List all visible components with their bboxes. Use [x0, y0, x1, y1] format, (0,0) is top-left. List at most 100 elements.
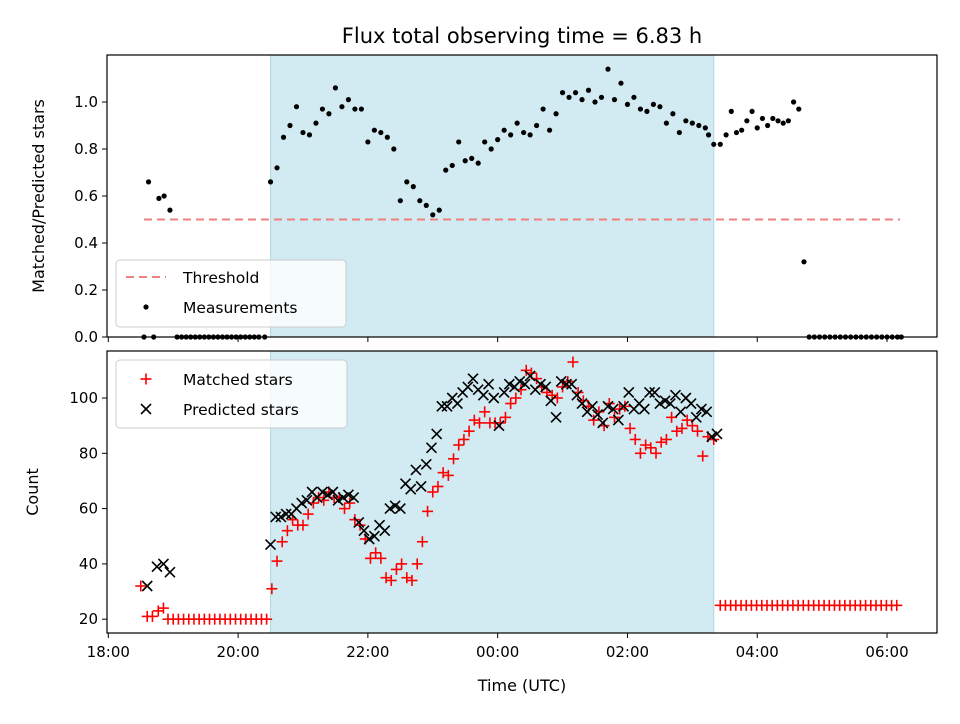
- matched-point: [619, 400, 631, 412]
- top-ytick-label: 1.0: [74, 93, 98, 111]
- measurement-point: [566, 94, 572, 100]
- legend-measurement-swatch: [143, 304, 149, 310]
- bottom-ytick-label: 60: [79, 500, 98, 518]
- predicted-point: [337, 491, 349, 504]
- matched-point: [427, 486, 439, 498]
- top-ytick-label: 0.0: [74, 328, 98, 346]
- bottom-legend: Matched stars Predicted stars: [115, 359, 348, 429]
- bottom-series-1: [141, 370, 723, 592]
- measurement-point: [605, 66, 611, 72]
- measurement-point: [423, 202, 429, 208]
- legend-predicted-label: Predicted stars: [183, 401, 299, 419]
- predicted-point: [695, 403, 707, 415]
- matched-point: [422, 505, 434, 517]
- predicted-point: [592, 409, 604, 421]
- flux-ratio-panel: 0.0 0.2 0.4 0.6 0.8 1.0 Matched/Predicted star…: [29, 54, 938, 346]
- matched-point: [135, 580, 147, 592]
- legend-measurement-label: Measurements: [183, 299, 298, 317]
- top-ytick-label: 0.2: [74, 281, 98, 299]
- predicted-point: [322, 489, 334, 501]
- bottom-axes-frame: [106, 350, 938, 634]
- measurement-point: [145, 179, 152, 185]
- predicted-point: [503, 378, 515, 390]
- matched-point: [650, 447, 662, 459]
- matched-point: [380, 572, 392, 584]
- measurement-point: [384, 134, 390, 140]
- predicted-point: [451, 397, 463, 410]
- legend-matched-swatch: [140, 373, 152, 385]
- matched-point: [655, 436, 667, 448]
- measurement-point: [785, 118, 791, 124]
- measurement-point: [410, 184, 416, 190]
- matched-point: [146, 610, 158, 622]
- predicted-point: [394, 503, 406, 515]
- measurement-point: [332, 85, 339, 91]
- measurement-point: [293, 104, 300, 110]
- measurement-point: [711, 141, 717, 147]
- measurement-point: [780, 120, 786, 126]
- measurement-point: [378, 129, 384, 136]
- predicted-point: [436, 400, 448, 412]
- measurement-point: [744, 118, 750, 124]
- predicted-point: [389, 500, 401, 512]
- measurement-point: [770, 115, 776, 122]
- measurement-point: [749, 108, 755, 114]
- measurement-point: [475, 160, 481, 166]
- predicted-point: [431, 428, 443, 440]
- predicted-point: [441, 400, 453, 412]
- predicted-point: [420, 458, 432, 470]
- measurement-point: [676, 129, 682, 136]
- predicted-point: [477, 389, 489, 401]
- measurement-point: [540, 106, 546, 112]
- matched-point: [697, 450, 709, 462]
- measurement-point: [611, 97, 618, 103]
- predicted-point: [327, 486, 339, 498]
- matched-point: [520, 364, 532, 376]
- predicted-point: [353, 516, 365, 528]
- predicted-point: [685, 397, 697, 410]
- measurement-point: [670, 111, 676, 117]
- measurement-point: [404, 179, 410, 185]
- predicted-point: [410, 464, 422, 476]
- measurement-point: [644, 108, 650, 114]
- legend-threshold-label: Threshold: [182, 269, 259, 287]
- chart-title: Flux total observing time = 6.83 h: [342, 24, 702, 48]
- predicted-point: [348, 491, 360, 504]
- predicted-point: [550, 411, 562, 423]
- predicted-point: [524, 370, 536, 382]
- predicted-point: [623, 386, 635, 399]
- measurement-point: [624, 101, 631, 107]
- predicted-point: [649, 386, 661, 399]
- measurement-point: [358, 106, 364, 112]
- matched-point: [681, 414, 693, 426]
- measurement-point: [365, 139, 371, 145]
- measurement-point: [462, 158, 468, 164]
- measurement-point: [391, 146, 397, 152]
- matched-point: [313, 492, 325, 504]
- predicted-point: [164, 566, 176, 578]
- xtick-label: 20:00: [216, 643, 259, 661]
- matched-point: [266, 583, 278, 595]
- measurement-point: [796, 106, 802, 112]
- predicted-point: [264, 538, 277, 551]
- legend-box: [115, 259, 347, 328]
- measurement-point: [156, 195, 162, 201]
- predicted-point: [706, 431, 718, 443]
- measurement-point: [775, 118, 781, 124]
- predicted-point: [379, 525, 391, 537]
- matched-point: [271, 555, 283, 567]
- matched-point: [468, 414, 480, 426]
- measurement-point: [352, 106, 358, 112]
- measurement-point: [495, 137, 501, 143]
- matched-point: [624, 422, 636, 434]
- matched-point: [396, 558, 408, 570]
- matched-point: [499, 411, 511, 423]
- matched-point: [567, 356, 579, 368]
- xtick-label: 06:00: [865, 643, 908, 661]
- predicted-point: [675, 406, 687, 418]
- predicted-point: [571, 389, 583, 401]
- measurement-point: [319, 106, 326, 112]
- predicted-point: [519, 378, 531, 390]
- predicted-point: [498, 386, 510, 399]
- predicted-point: [384, 503, 396, 515]
